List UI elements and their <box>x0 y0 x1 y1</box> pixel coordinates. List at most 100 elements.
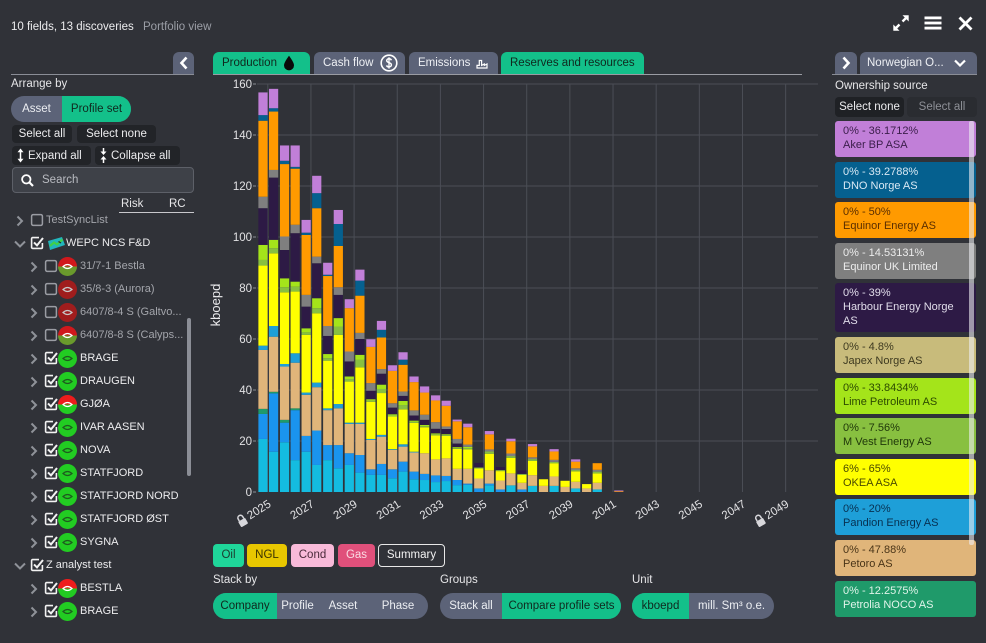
phase-filter-cond[interactable]: Cond <box>291 544 334 567</box>
checkbox-checked[interactable] <box>44 420 58 434</box>
ownership-card[interactable]: 0% - 7.56% M Vest Energy AS <box>835 418 976 455</box>
tree-scrollbar[interactable] <box>187 318 191 476</box>
chevron-right-icon[interactable] <box>30 583 38 595</box>
tree-item[interactable]: BRAGE <box>0 600 186 623</box>
checkbox-checked[interactable] <box>44 581 58 595</box>
search-input[interactable] <box>42 174 182 186</box>
chevron-right-icon[interactable] <box>30 606 38 618</box>
unit-kboepd[interactable]: kboepd <box>632 593 689 619</box>
chevron-right-icon[interactable] <box>30 307 38 319</box>
tree-item[interactable]: 31/7-1 Bestla <box>0 255 186 278</box>
checkbox-checked[interactable] <box>44 489 58 503</box>
tree-item[interactable]: Z analyst test <box>0 554 186 577</box>
tree-item[interactable]: BRAGE <box>0 347 186 370</box>
stack-by-company[interactable]: Company <box>213 593 277 619</box>
chevron-right-icon[interactable] <box>30 399 38 411</box>
groups-compare-profile-sets[interactable]: Compare profile sets <box>502 593 621 619</box>
company-list-scrollbar[interactable] <box>969 121 974 545</box>
tree-item[interactable]: SYGNA <box>0 531 186 554</box>
chevron-right-icon[interactable] <box>30 422 38 434</box>
ownership-card[interactable]: 6% - 65% OKEA ASA <box>835 458 976 495</box>
chevron-down-icon[interactable] <box>14 562 26 570</box>
chevron-down-icon[interactable] <box>14 240 26 248</box>
checkbox-checked[interactable] <box>44 374 58 388</box>
chevron-right-icon[interactable] <box>30 353 38 365</box>
checkbox-unchecked[interactable] <box>44 259 58 273</box>
ownership-card[interactable]: 0% - 33.8434% Lime Petroleum AS <box>835 377 976 414</box>
ownership-card[interactable]: 0% - 4.8% Japex Norge AS <box>835 336 976 373</box>
tab-production[interactable]: Production <box>213 52 310 74</box>
select-all-owners-button[interactable]: Select all <box>907 97 977 117</box>
phase-filter-gas[interactable]: Gas <box>338 544 375 567</box>
tree-item[interactable]: STATFJORD ØST <box>0 508 186 531</box>
stack-by-phase[interactable]: Phase <box>381 600 415 612</box>
checkbox-checked[interactable] <box>44 351 58 365</box>
chevron-right-icon[interactable] <box>30 376 38 388</box>
chevron-right-icon[interactable] <box>30 514 38 526</box>
arrange-option-profile-set[interactable]: Profile set <box>62 96 131 122</box>
rc-column-header[interactable]: RC <box>169 198 186 210</box>
tree-item[interactable]: 6407/8-8 S (Calyps... <box>0 324 186 347</box>
collapse-left-panel-button[interactable] <box>173 52 194 74</box>
stack-by-profile[interactable]: Profile <box>281 600 314 612</box>
ownership-card[interactable]: 0% - 12.2575% Petrolia NOCO AS <box>835 580 976 617</box>
checkbox-unchecked[interactable] <box>44 305 58 319</box>
tab-reserves-and-resources[interactable]: Reserves and resources <box>501 52 644 74</box>
checkbox-checked[interactable] <box>44 443 58 457</box>
arrange-option-asset[interactable]: Asset <box>22 103 51 115</box>
checkbox-unchecked[interactable] <box>30 213 44 227</box>
expand-all-button[interactable]: Expand all <box>12 146 91 165</box>
chevron-right-icon[interactable] <box>30 468 38 480</box>
chevron-right-icon[interactable] <box>30 537 38 549</box>
ownership-card[interactable]: 0% - 39.2788% DNO Norge AS <box>835 161 976 198</box>
fullscreen-button[interactable] <box>890 12 912 34</box>
ownership-card[interactable]: 0% - 14.53131% Equinor UK Limited <box>835 242 976 279</box>
checkbox-unchecked[interactable] <box>44 282 58 296</box>
chevron-right-icon[interactable] <box>30 284 38 296</box>
search-field[interactable] <box>12 167 194 193</box>
summary-button[interactable]: Summary <box>378 544 445 567</box>
close-button[interactable] <box>954 12 976 34</box>
chevron-right-icon[interactable] <box>30 445 38 457</box>
checkbox-unchecked[interactable] <box>44 328 58 342</box>
checkbox-checked[interactable] <box>44 604 58 618</box>
risk-column-header[interactable]: Risk <box>121 198 144 210</box>
tree-item[interactable]: GJØA <box>0 393 186 416</box>
tab-cash-flow[interactable]: Cash flow <box>314 52 405 74</box>
tree-item[interactable]: 35/8-3 (Aurora) <box>0 278 186 301</box>
checkbox-checked[interactable] <box>30 236 44 250</box>
tree-item[interactable]: BESTLA <box>0 577 186 600</box>
ownership-card[interactable]: 0% - 39% Harbour Energy Norge AS <box>835 283 976 333</box>
checkbox-checked[interactable] <box>30 558 44 572</box>
select-none-owners-button[interactable]: Select none <box>835 97 904 117</box>
ownership-card[interactable]: 0% - 47.88% Petoro AS <box>835 539 976 576</box>
phase-filter-ngl[interactable]: NGL <box>247 544 287 567</box>
tree-item[interactable]: 6407/8-4 S (Galtvo... <box>0 301 186 324</box>
checkbox-checked[interactable] <box>44 466 58 480</box>
tree-item[interactable]: TestSyncList <box>0 213 186 232</box>
checkbox-checked[interactable] <box>44 397 58 411</box>
phase-filter-oil[interactable]: Oil <box>213 544 244 567</box>
chevron-right-icon[interactable] <box>16 215 24 227</box>
select-all-button[interactable]: Select all <box>12 125 72 143</box>
chevron-right-icon[interactable] <box>30 491 38 503</box>
tree-item[interactable]: DRAUGEN <box>0 370 186 393</box>
tree-item[interactable]: WEPC NCS F&D <box>0 232 186 255</box>
collapse-all-button[interactable]: Collapse all <box>95 146 180 165</box>
tree-item[interactable]: NOVA <box>0 439 186 462</box>
ownership-source-dropdown[interactable]: Norwegian O... <box>860 52 977 74</box>
chevron-right-icon[interactable] <box>30 330 38 342</box>
tree-item[interactable]: STATFJORD NORD <box>0 485 186 508</box>
ownership-card[interactable]: 0% - 20% Pandion Energy AS <box>835 499 976 536</box>
unit-mill-sm3-oe[interactable]: mill. Sm³ o.e. <box>697 600 766 612</box>
stack-by-asset[interactable]: Asset <box>328 600 358 612</box>
groups-stack-all[interactable]: Stack all <box>449 600 493 612</box>
checkbox-checked[interactable] <box>44 535 58 549</box>
checkbox-checked[interactable] <box>44 512 58 526</box>
ownership-card[interactable]: 0% - 50% Equinor Energy AS <box>835 202 976 239</box>
ownership-card[interactable]: 0% - 36.1712% Aker BP ASA <box>835 121 976 157</box>
select-none-button[interactable]: Select none <box>77 125 156 143</box>
collapse-right-panel-button[interactable] <box>835 52 857 74</box>
tree-item[interactable]: STATFJORD <box>0 462 186 485</box>
chevron-right-icon[interactable] <box>30 261 38 273</box>
